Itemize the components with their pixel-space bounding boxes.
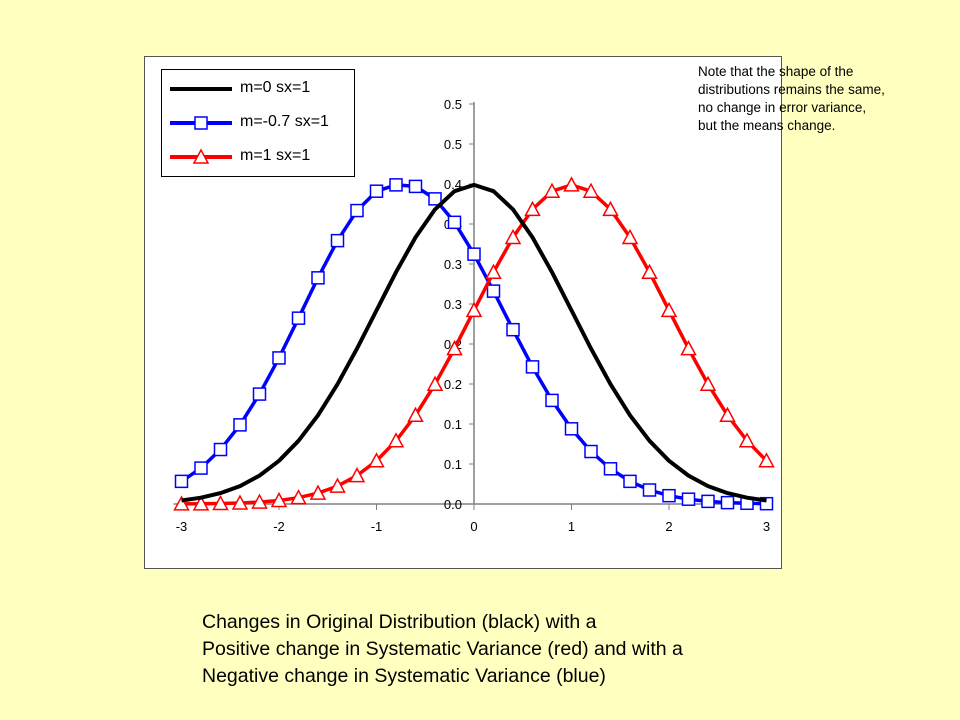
series-2-point bbox=[426, 375, 444, 391]
series-1-point bbox=[545, 393, 559, 408]
series-2-point bbox=[212, 494, 229, 511]
x-tick-label: 0 bbox=[470, 519, 477, 534]
series-2-point bbox=[290, 489, 307, 505]
series-1-point bbox=[389, 178, 403, 192]
legend: m=0 sx=1 m=-0.7 sx=1 m=1 sx=1 bbox=[161, 69, 355, 177]
series-1-point bbox=[486, 284, 501, 298]
series-1-point bbox=[194, 461, 208, 475]
y-tick-label: 0.5 bbox=[444, 97, 462, 112]
series-1-point bbox=[213, 442, 228, 457]
chart-frame: -3-2-101230.00.10.10.20.20.30.30.40.40.5… bbox=[144, 56, 782, 569]
series-1-point bbox=[428, 192, 442, 206]
legend-label-1: m=-0.7 sx=1 bbox=[240, 113, 329, 130]
series-1-point bbox=[564, 422, 579, 436]
caption-line-3: Negative change in Systematic Variance (… bbox=[202, 665, 606, 687]
series-2-point bbox=[621, 228, 639, 245]
x-tick-label: 3 bbox=[763, 519, 770, 534]
series-2-point bbox=[231, 494, 249, 510]
legend-label-2: m=1 sx=1 bbox=[240, 147, 311, 164]
series-2-point bbox=[680, 340, 697, 356]
x-tick-label: -1 bbox=[371, 519, 383, 534]
series-2-point bbox=[524, 200, 541, 217]
legend-item-2: m=1 sx=1 bbox=[162, 140, 356, 174]
legend-item-0: m=0 sx=1 bbox=[162, 72, 356, 106]
series-2-point bbox=[329, 477, 346, 493]
x-tick-label: -2 bbox=[273, 519, 285, 534]
caption: Changes in Original Distribution (black)… bbox=[202, 609, 922, 690]
series-1-point bbox=[350, 203, 364, 218]
series-2-point bbox=[173, 495, 190, 511]
series-1-point bbox=[447, 215, 462, 230]
series-2-point bbox=[543, 182, 561, 198]
series-2-point bbox=[348, 467, 366, 483]
y-tick-label: 0.1 bbox=[444, 417, 462, 432]
legend-item-1: m=-0.7 sx=1 bbox=[162, 106, 356, 140]
series-1-point bbox=[681, 492, 696, 506]
series-2-point bbox=[758, 452, 775, 468]
series-1-point bbox=[662, 488, 676, 503]
x-tick-label: 2 bbox=[665, 519, 672, 534]
series-1-point bbox=[642, 483, 657, 497]
legend-swatch-1 bbox=[170, 116, 232, 130]
series-2-point bbox=[602, 200, 619, 217]
series-2-point bbox=[407, 406, 424, 423]
y-tick-label: 0.3 bbox=[444, 257, 462, 272]
series-1-point bbox=[525, 360, 540, 374]
series-2-point bbox=[368, 452, 385, 468]
series-1-point bbox=[408, 179, 423, 194]
series-2 bbox=[173, 176, 775, 511]
series-2-point bbox=[582, 182, 600, 198]
series-2-point bbox=[309, 484, 327, 500]
caption-line-2: Positive change in Systematic Variance (… bbox=[202, 638, 683, 660]
series-1-point bbox=[506, 322, 520, 337]
caption-line-1: Changes in Original Distribution (black)… bbox=[202, 611, 597, 633]
series-1-point bbox=[623, 474, 637, 489]
series-2-point bbox=[719, 406, 736, 423]
series-line-0 bbox=[181, 182, 767, 503]
series-2-point bbox=[465, 301, 483, 318]
x-tick-label: 1 bbox=[568, 519, 575, 534]
series-2-point bbox=[563, 176, 580, 192]
legend-marker-1 bbox=[194, 116, 208, 130]
series-2-point bbox=[699, 375, 717, 391]
series-1-point bbox=[233, 418, 247, 432]
series-1-point bbox=[701, 494, 715, 509]
series-2-point bbox=[192, 495, 210, 511]
x-tick-label: -3 bbox=[176, 519, 188, 534]
series-1-point bbox=[291, 311, 306, 325]
series-2-point bbox=[446, 340, 463, 356]
series-1-point bbox=[467, 247, 481, 261]
series-1-point bbox=[174, 474, 189, 489]
y-tick-label: 0.1 bbox=[444, 457, 462, 472]
series-1-point bbox=[720, 495, 735, 510]
series-2-point bbox=[738, 432, 756, 448]
legend-swatch-2 bbox=[170, 148, 232, 164]
chart-plot: -3-2-101230.00.10.10.20.20.30.30.40.40.5… bbox=[173, 97, 775, 534]
annotation-note: Note that the shape of the distributions… bbox=[698, 63, 888, 135]
series-0 bbox=[181, 182, 767, 503]
legend-marker-2 bbox=[192, 148, 210, 164]
series-1-point bbox=[584, 444, 598, 459]
series-2-point bbox=[251, 493, 268, 509]
series-2-point bbox=[660, 301, 678, 318]
legend-swatch-0 bbox=[170, 87, 232, 91]
series-1-point bbox=[603, 462, 618, 476]
series-1-point bbox=[311, 271, 325, 285]
series-2-point bbox=[270, 491, 288, 508]
series-1-point bbox=[369, 184, 384, 198]
series-1-point bbox=[330, 233, 345, 248]
y-tick-label: 0.5 bbox=[444, 137, 462, 152]
note-text: Note that the shape of the distributions… bbox=[698, 64, 885, 133]
series-1-point bbox=[252, 387, 267, 401]
y-tick-label: 0.3 bbox=[444, 297, 462, 312]
series-1 bbox=[174, 178, 774, 511]
series-2-point bbox=[641, 263, 658, 279]
series-2-point bbox=[485, 263, 502, 279]
series-2-point bbox=[387, 432, 405, 448]
series-1-point bbox=[272, 351, 286, 365]
legend-label-0: m=0 sx=1 bbox=[240, 79, 311, 96]
series-2-point bbox=[504, 228, 522, 245]
y-tick-label: 0.0 bbox=[444, 497, 462, 512]
y-tick-label: 0.2 bbox=[444, 377, 462, 392]
